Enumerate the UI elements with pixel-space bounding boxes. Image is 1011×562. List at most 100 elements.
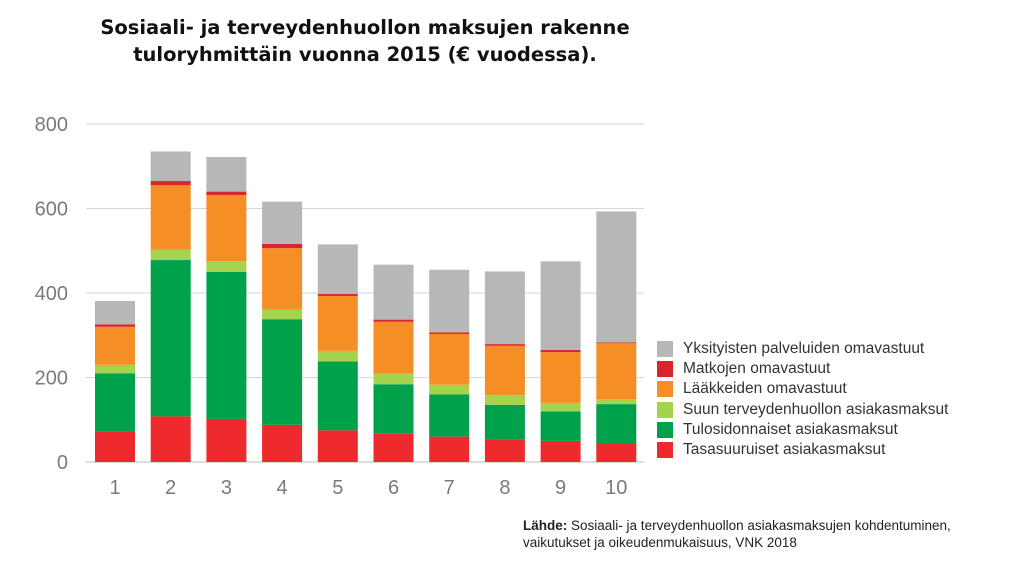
legend-swatch bbox=[657, 341, 673, 358]
bar-segment-8-3 bbox=[484, 345, 525, 396]
bar-segment-6-1 bbox=[373, 384, 414, 434]
bar-segment-2-5 bbox=[150, 151, 191, 182]
bar-segment-1-5 bbox=[95, 301, 135, 325]
legend-item: Suun terveydenhuollon asiakasmaksut bbox=[657, 400, 948, 420]
y-tick-label: 400 bbox=[35, 283, 68, 305]
bar-segment-8-0 bbox=[484, 439, 525, 462]
bar-segment-8-2 bbox=[484, 395, 525, 405]
x-tick-label: 5 bbox=[332, 477, 343, 499]
bar-segment-9-5 bbox=[540, 261, 581, 351]
legend-item: Yksityisten palveluiden omavastuut bbox=[657, 339, 948, 359]
bar-segment-9-0 bbox=[540, 440, 581, 462]
y-tick-label: 600 bbox=[35, 199, 68, 221]
bar-segment-5-2 bbox=[317, 350, 358, 362]
legend-label: Tulosidonnaiset asiakasmaksut bbox=[683, 420, 898, 438]
bar-segment-9-1 bbox=[540, 411, 581, 441]
legend-label: Lääkkeiden omavastuut bbox=[683, 380, 847, 398]
legend-label: Tasasuuruiset asiakasmaksut bbox=[683, 441, 886, 459]
bar-segment-7-4 bbox=[429, 332, 470, 334]
chart-legend: Yksityisten palveluiden omavastuut Matkoj… bbox=[657, 339, 948, 460]
x-tick-label: 6 bbox=[388, 477, 399, 499]
x-tick-label: 10 bbox=[605, 477, 627, 499]
y-tick-label: 200 bbox=[35, 368, 68, 390]
x-tick-label: 4 bbox=[277, 477, 288, 499]
source-label: Lähde: bbox=[523, 518, 568, 533]
bar-segment-4-1 bbox=[262, 319, 303, 425]
bar-segment-4-5 bbox=[262, 201, 303, 244]
bar-segment-10-0 bbox=[596, 442, 637, 462]
x-tick-label: 7 bbox=[444, 477, 455, 499]
bar-segment-3-2 bbox=[206, 261, 247, 272]
bar-segment-6-4 bbox=[373, 319, 414, 322]
bar-segment-10-2 bbox=[596, 399, 637, 405]
y-tick-label: 800 bbox=[35, 114, 68, 136]
bar-segment-1-3 bbox=[95, 326, 135, 365]
legend-label: Suun terveydenhuollon asiakasmaksut bbox=[683, 400, 949, 418]
bar-segment-8-4 bbox=[484, 344, 525, 346]
bar-segment-4-4 bbox=[262, 243, 303, 249]
bar-segment-1-4 bbox=[95, 324, 135, 327]
legend-swatch bbox=[657, 381, 673, 398]
bar-segment-6-0 bbox=[373, 433, 414, 462]
x-tick-label: 8 bbox=[499, 477, 510, 499]
source-text-line-1: Sosiaali- ja terveydenhuollon asiakasmak… bbox=[571, 518, 951, 533]
bar-segment-3-3 bbox=[206, 194, 247, 262]
bar-segment-7-2 bbox=[429, 384, 470, 395]
bar-segment-9-4 bbox=[540, 350, 581, 353]
y-axis-ticks: 0 200 400 600 800 bbox=[35, 114, 68, 474]
x-tick-label: 9 bbox=[555, 477, 566, 499]
bar-segment-9-3 bbox=[540, 352, 581, 403]
bar-segment-6-5 bbox=[373, 264, 414, 320]
bar-segment-4-2 bbox=[262, 309, 303, 320]
bar-segment-3-5 bbox=[206, 156, 247, 192]
bar-segment-5-1 bbox=[317, 361, 358, 431]
bar-segment-2-1 bbox=[150, 260, 191, 417]
bar-segment-8-1 bbox=[484, 404, 525, 440]
legend-swatch bbox=[657, 442, 673, 459]
bar-segment-10-4 bbox=[596, 342, 637, 344]
x-tick-label: 1 bbox=[109, 477, 120, 499]
bar-segment-2-4 bbox=[150, 181, 191, 186]
source-text-line-2: vaikutukset ja oikeudenmukaisuus, VNK 20… bbox=[523, 535, 797, 550]
x-tick-label: 3 bbox=[221, 477, 232, 499]
bar-segment-2-2 bbox=[150, 249, 191, 261]
bar-segment-5-3 bbox=[317, 295, 358, 351]
legend-swatch bbox=[657, 401, 673, 418]
bar-segment-3-4 bbox=[206, 191, 247, 195]
legend-item: Matkojen omavastuut bbox=[657, 359, 948, 379]
bar-segment-8-5 bbox=[484, 271, 525, 345]
bar-segment-7-1 bbox=[429, 394, 470, 437]
x-axis-ticks: 1 2 3 4 5 6 7 8 9 10 bbox=[109, 477, 627, 499]
bar-segment-5-4 bbox=[317, 293, 358, 296]
bar-segment-7-5 bbox=[429, 269, 470, 333]
bar-segment-1-2 bbox=[95, 364, 135, 374]
bar-segment-7-0 bbox=[429, 436, 470, 462]
bar-segment-2-0 bbox=[150, 416, 191, 462]
bar-segment-5-5 bbox=[317, 244, 358, 294]
bar-segment-10-3 bbox=[596, 343, 637, 400]
bar-segment-6-3 bbox=[373, 321, 414, 374]
legend-label: Matkojen omavastuut bbox=[683, 360, 831, 378]
y-tick-label: 0 bbox=[57, 452, 68, 474]
chart-title: Sosiaali- ja terveydenhuollon maksujen r… bbox=[60, 14, 670, 68]
bar-segment-10-1 bbox=[596, 404, 637, 443]
legend-label: Yksityisten palveluiden omavastuut bbox=[683, 340, 925, 358]
legend-swatch bbox=[657, 361, 673, 378]
source-note: Lähde: Sosiaali- ja terveydenhuollon asi… bbox=[523, 517, 1003, 551]
bar-segment-10-5 bbox=[596, 211, 637, 343]
bar-segment-3-1 bbox=[206, 271, 247, 419]
bar-segment-6-2 bbox=[373, 373, 414, 385]
bar-segment-4-3 bbox=[262, 248, 303, 310]
bar-segment-5-0 bbox=[317, 430, 358, 462]
chart-title-line-2: tuloryhmittäin vuonna 2015 (€ vuodessa). bbox=[133, 43, 597, 66]
legend-item: Tulosidonnaiset asiakasmaksut bbox=[657, 420, 948, 440]
bar-segment-3-0 bbox=[206, 418, 247, 462]
bar-segment-2-3 bbox=[150, 185, 191, 250]
bar-segment-1-0 bbox=[95, 431, 135, 462]
x-tick-label: 2 bbox=[165, 477, 176, 499]
legend-item: Lääkkeiden omavastuut bbox=[657, 379, 948, 399]
bar-segment-1-1 bbox=[95, 373, 135, 432]
bar-stacks bbox=[95, 151, 637, 462]
legend-swatch bbox=[657, 421, 673, 438]
